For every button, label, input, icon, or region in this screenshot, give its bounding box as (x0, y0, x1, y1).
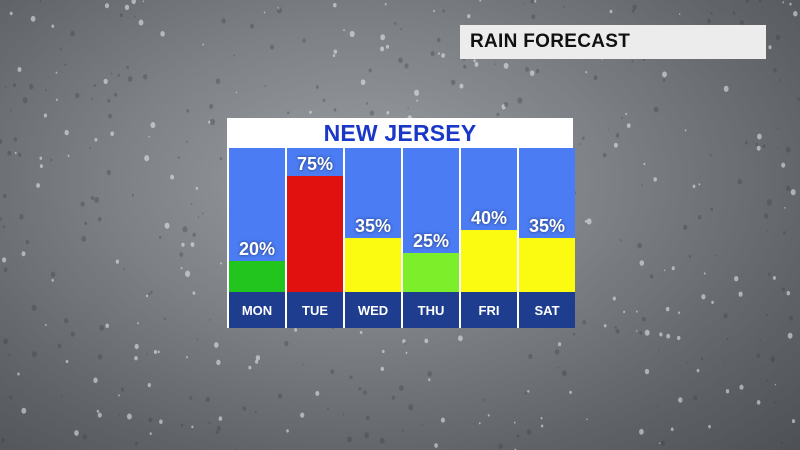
bar-sat (519, 238, 575, 292)
value-label-wed: 35% (354, 216, 392, 236)
value-label-fri: 40% (470, 208, 508, 228)
chart-column-tue: 75% TUE (287, 148, 343, 328)
forecast-chart: NEW JERSEY 20% MON 75% TUE 35% WED 25% THU 40% FR… (227, 118, 575, 328)
day-label-fri: FRI (461, 292, 517, 328)
value-label-tue: 75% (296, 154, 334, 174)
day-label-tue: TUE (287, 292, 343, 328)
chart-column-wed: 35% WED (345, 148, 401, 328)
bar-thu (403, 253, 459, 292)
value-label-thu: 25% (412, 231, 450, 251)
bar-wed (345, 238, 401, 292)
bar-mon (229, 261, 285, 292)
rain-forecast-text: RAIN FORECAST (470, 31, 631, 52)
day-label-sat: SAT (519, 292, 575, 328)
bar-tue (287, 176, 343, 292)
chart-title: NEW JERSEY (227, 118, 573, 148)
value-label-sat: 35% (528, 216, 566, 236)
chart-column-fri: 40% FRI (461, 148, 517, 328)
day-label-wed: WED (345, 292, 401, 328)
chart-plot-area: 20% MON 75% TUE 35% WED 25% THU 40% FRI 35% SAT (227, 148, 575, 328)
value-label-mon: 20% (238, 239, 276, 259)
day-label-mon: MON (229, 292, 285, 328)
rain-forecast-label: RAIN FORECAST (460, 25, 766, 59)
bar-fri (461, 230, 517, 292)
chart-column-mon: 20% MON (229, 148, 285, 328)
chart-column-thu: 25% THU (403, 148, 459, 328)
day-label-thu: THU (403, 292, 459, 328)
chart-column-sat: 35% SAT (519, 148, 575, 328)
